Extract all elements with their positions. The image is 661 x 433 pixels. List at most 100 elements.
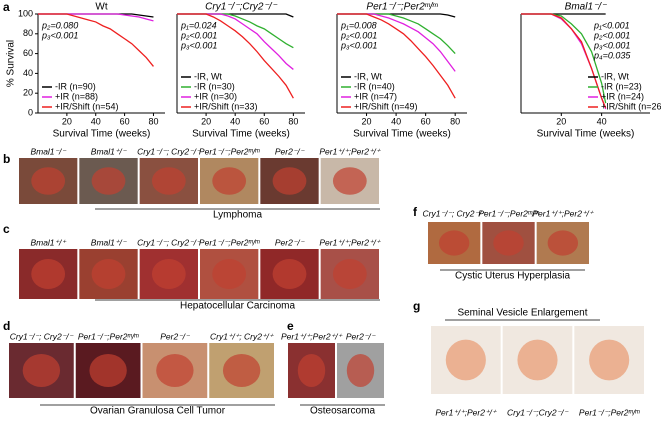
x-axis-label: Survival Time (weeks) — [353, 129, 451, 140]
photo-detail — [445, 339, 486, 381]
p-value: p₁<0.001 — [593, 20, 630, 30]
photo-detail — [547, 230, 579, 256]
panel-label: g — [413, 299, 420, 313]
photo-detail — [22, 354, 61, 387]
photo-detail — [222, 354, 261, 387]
genotype-label: Cry1⁻/⁻;Cry2⁻/⁻ — [507, 407, 569, 417]
legend-label: +IR/Shift (n=33) — [194, 101, 258, 111]
legend-label: +IR (n=47) — [354, 91, 397, 101]
caption: Lymphoma — [213, 210, 263, 221]
p-value: p₄=0.035 — [593, 50, 631, 60]
photo-detail — [151, 259, 186, 289]
p-value: p₂<0.001 — [180, 30, 217, 40]
y-axis-label: % Survival — [6, 40, 17, 87]
genotype-label: Per1⁻/⁻;Per2ᵐ/ᵐ — [478, 208, 539, 218]
chart-title: Cry1⁻/⁻;Cry2⁻/⁻ — [205, 2, 277, 13]
genotype-label: Per1⁻/⁻;Per2ᵐ/ᵐ — [579, 407, 640, 417]
x-tick-label: 60 — [421, 116, 431, 126]
survival-curve — [177, 13, 294, 99]
caption: Ovarian Granulosa Cell Tumor — [90, 406, 226, 417]
photo-detail — [91, 259, 126, 289]
x-tick-label: 20 — [362, 116, 372, 126]
legend-label: -IR, Wt — [601, 71, 629, 81]
legend-label: +IR (n=24) — [601, 91, 644, 101]
photo-detail — [346, 354, 375, 387]
x-tick-label: 80 — [450, 116, 460, 126]
genotype-label: Per1⁺/⁺;Per2⁺/⁺ — [281, 331, 343, 341]
genotype-label: Per2⁻/⁻ — [346, 331, 377, 341]
caption: Osteosarcoma — [310, 406, 375, 417]
legend-label: +IR/Shift (n=54) — [55, 101, 119, 111]
x-tick-label: 40 — [91, 116, 101, 126]
y-tick-label: 80 — [23, 28, 33, 38]
p-value: p₃<0.001 — [340, 40, 377, 50]
genotype-label: Per2⁻/⁻ — [275, 237, 306, 247]
legend-label: -IR (n=23) — [601, 81, 642, 91]
panel-label: b — [3, 152, 10, 166]
p-value: p₁=0.008 — [340, 20, 377, 30]
legend-label: -IR, Wt — [354, 71, 382, 81]
x-tick-label: 60 — [120, 116, 130, 126]
genotype-label: Per1⁺/⁺;Per2⁺/⁺ — [319, 146, 381, 156]
photo-detail — [438, 230, 470, 256]
p-value: p₂<0.001 — [593, 30, 630, 40]
genotype-label: Per1⁻/⁻;Per2ᵐ/ᵐ — [199, 146, 260, 156]
genotype-label: Bmal1⁺/⁻ — [91, 237, 128, 247]
x-tick-label: 80 — [288, 116, 298, 126]
panel-label: c — [3, 222, 10, 236]
survival-curve — [521, 13, 607, 109]
y-tick-label: 60 — [23, 48, 33, 58]
p-value: p₃<0.001 — [593, 40, 630, 50]
caption: Cystic Uterus Hyperplasia — [455, 271, 570, 282]
p-value: p₁=0.024 — [180, 20, 217, 30]
x-tick-label: 40 — [391, 116, 401, 126]
genotype-label: Per1⁺/⁺;Per2⁺/⁺ — [435, 407, 497, 417]
panel-label: e — [287, 319, 294, 333]
panel-label: d — [3, 319, 10, 333]
x-tick-label: 60 — [259, 116, 269, 126]
genotype-label: Cry1⁻/⁻; Cry2⁻/⁻ — [10, 331, 75, 341]
photo-detail — [272, 167, 307, 195]
photo-detail — [493, 230, 524, 256]
legend-label: -IR (n=40) — [354, 81, 395, 91]
genotype-label: Bmal1⁺/⁻ — [91, 146, 128, 156]
photo-detail — [31, 167, 66, 195]
photo-detail — [272, 259, 307, 289]
photo-detail — [332, 259, 367, 289]
x-tick-label: 80 — [148, 116, 158, 126]
x-tick-label: 20 — [201, 116, 211, 126]
legend-label: -IR (n=30) — [194, 81, 235, 91]
photo-detail — [156, 354, 194, 387]
chart-title: Wt — [95, 2, 107, 13]
p-value: p₂=0.080 — [41, 20, 78, 30]
photo-detail — [589, 339, 630, 381]
y-tick-label: 100 — [18, 8, 33, 18]
legend-label: -IR (n=90) — [55, 81, 96, 91]
x-tick-label: 20 — [62, 116, 72, 126]
legend-label: -IR, Wt — [194, 71, 222, 81]
legend-label: +IR (n=30) — [194, 91, 237, 101]
y-tick-label: 0 — [28, 107, 33, 117]
x-axis-label: Survival Time (weeks) — [192, 129, 290, 140]
photo-detail — [31, 259, 66, 289]
genotype-label: Bmal1⁺/⁺ — [30, 237, 67, 247]
panel-label: a — [3, 0, 10, 14]
genotype-label: Bmal1⁻/⁻ — [30, 146, 67, 156]
p-value: p₃<0.001 — [180, 40, 217, 50]
survival-curve — [38, 13, 154, 67]
x-tick-label: 40 — [230, 116, 240, 126]
photo-detail — [212, 167, 247, 195]
p-value: p₂<0.001 — [340, 30, 377, 40]
survival-curve — [521, 13, 607, 104]
chart-title: Bmal1⁻/⁻ — [565, 2, 607, 13]
x-tick-label: 20 — [556, 116, 566, 126]
photo-detail — [212, 259, 247, 289]
photo-detail — [151, 167, 186, 195]
photo-detail — [517, 339, 558, 381]
legend-label: +IR (n=88) — [55, 91, 98, 101]
y-tick-label: 40 — [23, 68, 33, 78]
genotype-label: Per1⁺/⁺;Per2⁺/⁺ — [319, 237, 381, 247]
legend-label: +IR/Shift (n=26) — [601, 101, 661, 111]
caption: Hepatocellular Carcinoma — [180, 301, 295, 312]
